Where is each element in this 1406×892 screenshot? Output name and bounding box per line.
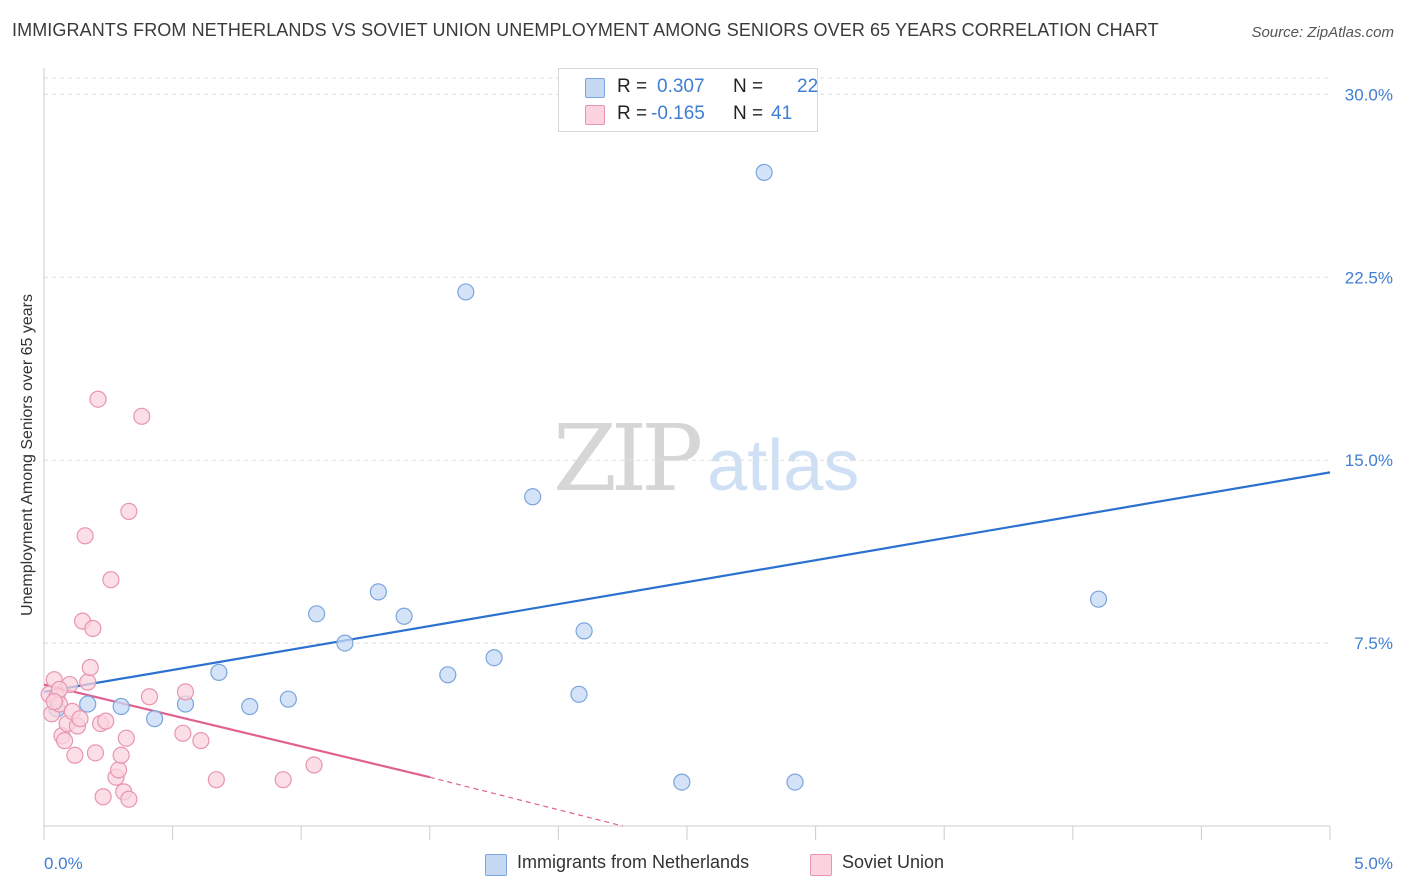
soviet-union-point — [81, 658, 99, 677]
netherlands-point — [575, 622, 593, 640]
netherlands-point — [439, 666, 457, 684]
y-tick-label: 22.5% — [1345, 268, 1393, 287]
netherlands-point — [210, 663, 228, 681]
soviet-union-point — [120, 790, 138, 808]
netherlands-point — [336, 634, 354, 652]
soviet-union-point — [97, 712, 115, 730]
netherlands-point — [786, 773, 804, 791]
netherlands-point — [524, 488, 542, 506]
soviet-union-point — [117, 729, 135, 747]
soviet-union-point — [120, 502, 138, 521]
soviet-union-point — [274, 771, 292, 789]
y-tick-label: 30.0% — [1345, 85, 1393, 104]
legend-r-label: R = — [617, 76, 648, 97]
netherlands-point — [755, 163, 773, 182]
soviet-union-point — [79, 673, 97, 691]
soviet-union-point — [76, 527, 94, 545]
netherlands-point — [570, 685, 588, 703]
y-tick-label: 15.0% — [1345, 451, 1393, 470]
stats-legend: R = 0.307 N = 22 R = -0.165 N = 41 — [558, 68, 818, 132]
netherlands-point — [79, 695, 97, 713]
netherlands-trendline — [43, 471, 1331, 693]
legend-n-value: 22 — [797, 76, 819, 97]
netherlands-point — [308, 605, 326, 623]
source-label: Source: ZipAtlas.com — [1251, 24, 1394, 41]
legend-swatch-pink — [810, 854, 832, 876]
legend-r-value: -0.165 — [651, 103, 705, 124]
y-tick-label: 7.5% — [1354, 634, 1393, 653]
soviet-union-point — [207, 771, 225, 789]
x-tick-label: 5.0% — [1354, 854, 1393, 873]
legend-swatch-pink — [585, 105, 605, 125]
chart-title: IMMIGRANTS FROM NETHERLANDS VS SOVIET UN… — [12, 20, 1159, 40]
soviet-union-trendline — [43, 683, 431, 779]
soviet-union-point — [176, 683, 195, 701]
netherlands-point — [241, 697, 259, 716]
soviet-union-point — [192, 732, 210, 750]
netherlands-point — [395, 607, 413, 625]
netherlands-point — [457, 283, 475, 301]
legend-swatch-blue — [485, 854, 507, 876]
netherlands-point — [369, 583, 387, 601]
legend-n-label: N = — [733, 76, 764, 97]
soviet-union-point — [55, 732, 74, 750]
soviet-union-point — [89, 390, 107, 408]
soviet-union-point — [86, 744, 105, 762]
soviet-union-point — [112, 746, 130, 764]
soviet-union-point — [140, 688, 159, 706]
netherlands-point — [485, 649, 503, 667]
soviet-union-point — [109, 761, 128, 779]
soviet-union-trendline-extension — [429, 776, 623, 827]
legend-n-label: N = — [733, 103, 764, 124]
legend-r-value: 0.307 — [657, 76, 705, 97]
netherlands-point — [673, 773, 691, 791]
soviet-union-point — [102, 571, 120, 589]
watermark-atlas: atlas — [707, 426, 860, 506]
watermark: ZIP atlas — [553, 405, 859, 512]
soviet-union-point — [45, 693, 63, 711]
x-tick-label: 0.0% — [44, 854, 83, 873]
soviet-union-point — [71, 710, 89, 728]
watermark-zip: ZIP — [553, 405, 703, 512]
legend-item-label: Immigrants from Netherlands — [517, 852, 750, 872]
soviet-union-point — [66, 746, 84, 764]
soviet-union-point — [305, 756, 323, 774]
soviet-union-point — [174, 724, 192, 742]
legend-swatch-blue — [585, 78, 605, 98]
soviet-union-point — [94, 788, 112, 806]
soviet-union-point — [84, 619, 102, 638]
netherlands-point — [1089, 590, 1108, 608]
legend-r-label: R = — [617, 103, 648, 124]
netherlands-point — [112, 697, 130, 716]
netherlands-point — [145, 710, 164, 728]
series-legend: Immigrants from Netherlands Soviet Union — [0, 852, 1406, 878]
soviet-union-point — [133, 407, 151, 425]
netherlands-point — [279, 690, 297, 708]
legend-n-value: 41 — [771, 103, 793, 124]
legend-item-label: Soviet Union — [842, 852, 945, 872]
